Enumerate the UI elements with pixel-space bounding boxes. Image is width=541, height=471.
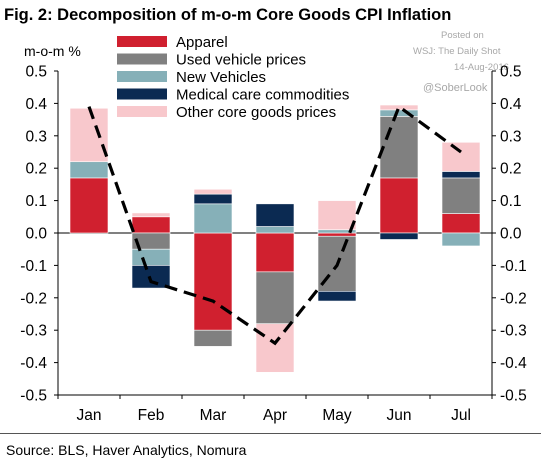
legend-label: Apparel — [176, 34, 228, 51]
y-tick-label-right: 0.0 — [500, 226, 522, 243]
x-tick-label: May — [322, 407, 352, 424]
bar-segment-apparel — [441, 213, 481, 234]
y-tick-label-left: 0.4 — [25, 96, 47, 113]
bar-segment-new-vehicles — [69, 161, 109, 179]
x-tick-label: Jun — [387, 407, 412, 424]
bar-segment-apparel — [379, 177, 419, 234]
bar-segment-other-core-goods-prices — [441, 141, 481, 172]
legend-swatch — [117, 88, 167, 100]
y-tick-label-right: 0.1 — [500, 193, 522, 210]
bar-segment-other-core-goods-prices — [255, 323, 295, 373]
bar-segment-apparel — [255, 232, 295, 273]
footer-divider — [0, 433, 541, 434]
bar-segment-other-core-goods-prices — [379, 104, 419, 111]
y-tick-label-left: -0.2 — [20, 290, 47, 307]
y-tick-label-right: 0.5 — [500, 64, 522, 81]
bar-segment-new-vehicles — [255, 226, 295, 234]
chart-title: Fig. 2: Decomposition of m-o-m Core Good… — [4, 6, 452, 24]
y-tick-label-right: -0.2 — [500, 290, 527, 307]
bar-segment-other-core-goods-prices — [317, 200, 357, 231]
y-tick-label-right: 0.2 — [500, 161, 522, 178]
total-dashed-line — [87, 104, 462, 346]
y-tick-label-right: -0.1 — [500, 258, 527, 275]
y-tick-label-right: -0.5 — [500, 388, 527, 405]
y-tick-label-right: 0.3 — [500, 128, 522, 145]
watermark-posted-on: Posted on — [441, 30, 484, 41]
legend-swatch — [117, 36, 167, 47]
y-tick-label-left: -0.4 — [20, 355, 47, 372]
x-tick-label: Jul — [451, 407, 471, 424]
legend-swatch — [117, 53, 167, 65]
y-tick-label-left: 0.3 — [25, 128, 47, 145]
y-tick-label-right: -0.4 — [500, 355, 527, 372]
source-note: Source: BLS, Haver Analytics, Nomura — [6, 442, 247, 458]
x-tick-label: Feb — [138, 407, 165, 424]
bar-segment-apparel — [317, 232, 357, 237]
legend-label: Medical care commodities — [176, 87, 349, 104]
bar-segment-medical-care-commodities — [441, 171, 481, 179]
bar-segment-new-vehicles — [131, 248, 171, 266]
y-tick-label-right: -0.3 — [500, 323, 527, 340]
bar-segment-other-core-goods-prices — [131, 212, 171, 218]
bar-segment-medical-care-commodities — [131, 265, 171, 289]
y-tick-label-left: 0.0 — [25, 226, 47, 243]
y-tick-label-left: 0.1 — [25, 193, 47, 210]
y-tick-label-left: 0.2 — [25, 161, 47, 178]
y-tick-label-left: -0.1 — [20, 258, 47, 275]
x-tick-label: Apr — [263, 407, 287, 424]
y-tick-label-left: 0.5 — [25, 64, 47, 81]
legend-swatch — [117, 71, 167, 82]
y-axis-unit-label: m-o-m % — [24, 43, 81, 59]
legend-swatch — [117, 106, 167, 117]
watermark-date: 14-Aug-2016 — [454, 62, 509, 73]
bar-segment-used-vehicle-prices — [379, 116, 419, 179]
bar-segment-medical-care-commodities — [379, 232, 419, 240]
bar-segment-new-vehicles — [441, 232, 481, 247]
legend-label: Other core goods prices — [176, 104, 336, 121]
bar-segment-other-core-goods-prices — [69, 107, 109, 163]
x-tick-label: Jan — [77, 407, 102, 424]
watermark-source: WSJ: The Daily Shot — [413, 46, 501, 57]
bar-segment-medical-care-commodities — [317, 291, 357, 302]
y-tick-label-left: -0.5 — [20, 388, 47, 405]
bar-segment-medical-care-commodities — [193, 193, 233, 205]
watermark-handle: @SoberLook — [423, 82, 488, 94]
bar-segment-used-vehicle-prices — [193, 329, 233, 347]
bar-segment-apparel — [193, 232, 233, 331]
bar-segment-medical-care-commodities — [255, 203, 295, 227]
bar-segment-used-vehicle-prices — [441, 177, 481, 214]
y-tick-label-right: 0.4 — [500, 96, 522, 113]
bar-segment-other-core-goods-prices — [193, 188, 233, 195]
legend-label: New Vehicles — [176, 69, 266, 86]
bar-segment-apparel — [69, 177, 109, 234]
legend-label: Used vehicle prices — [176, 52, 306, 69]
bar-segment-apparel — [131, 216, 171, 234]
y-tick-label-left: -0.3 — [20, 323, 47, 340]
bar-segment-new-vehicles — [193, 203, 233, 234]
x-tick-label: Mar — [200, 407, 227, 424]
bar-segment-used-vehicle-prices — [255, 271, 295, 325]
